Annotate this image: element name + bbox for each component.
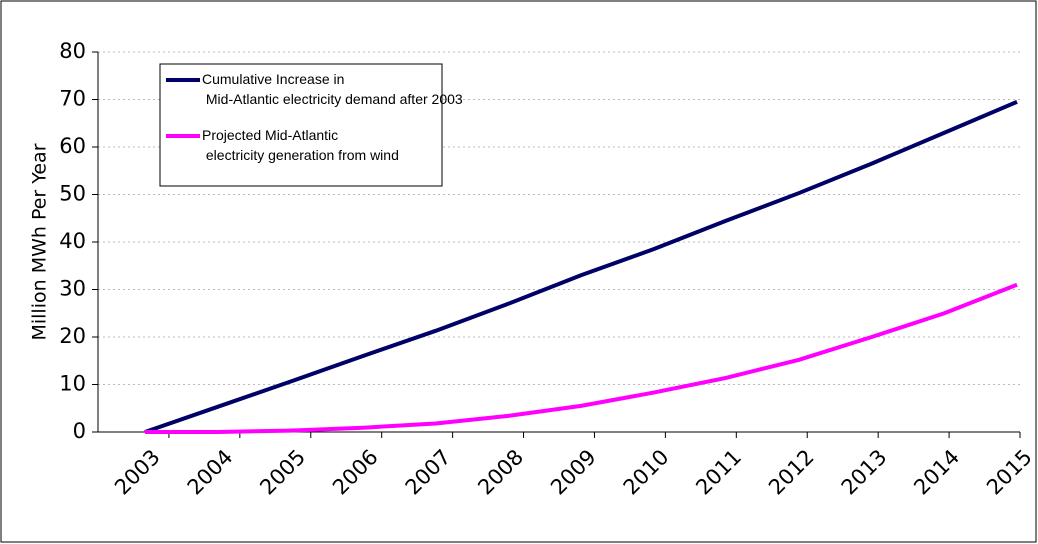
- legend-label: Projected Mid-Atlantic electricity gener…: [202, 127, 399, 163]
- y-tick-label: 50: [59, 182, 86, 206]
- y-tick-label: 80: [59, 39, 86, 63]
- y-tick-label: 10: [59, 372, 86, 396]
- y-tick-label: 20: [59, 324, 86, 348]
- y-tick-label: 60: [59, 134, 86, 158]
- line: [145, 282, 1018, 434]
- y-tick-label: 30: [59, 277, 86, 301]
- y-tick-label: 70: [59, 87, 86, 111]
- y-tick-label: 40: [59, 229, 86, 253]
- legend-box: [159, 63, 443, 187]
- line: [144, 100, 1018, 434]
- y-tick-label: 0: [73, 419, 86, 443]
- legend-label: Cumulative Increase in Mid-Atlantic elec…: [202, 71, 463, 107]
- y-axis-label: Million MWh Per Year: [29, 143, 51, 340]
